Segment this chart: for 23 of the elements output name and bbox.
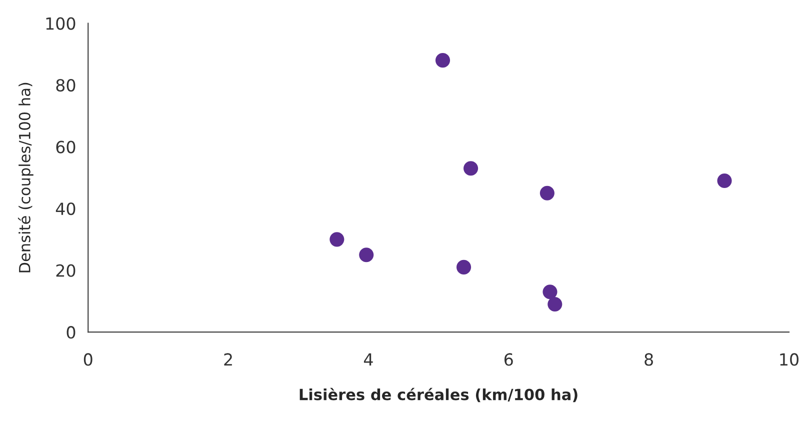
point [435,53,450,68]
x-tick-label: 6 [504,353,513,366]
point [548,296,562,312]
y-tick-label: 20 [56,264,76,277]
x-tick-label: 0 [84,353,92,366]
x-tick-label: 4 [364,353,373,366]
y-tick-label: 80 [56,78,76,92]
y-tick-label: 60 [56,140,76,154]
point [542,284,558,300]
point [717,173,732,188]
y-tick-label: 0 [66,326,76,339]
y-axis-title: Densité (couples/100 ha) [18,82,34,272]
y-tick-label: 100 [46,17,76,30]
point [540,186,554,200]
x-tick-label: 8 [644,353,653,366]
point [456,260,472,274]
x-axis-title: Lisières de céréales (km/100 ha) [300,388,578,402]
point [464,161,478,176]
x-tick-label: 2 [224,353,232,366]
y-tick-label: 40 [56,202,76,216]
point [330,232,344,247]
x-tick-label: 10 [780,353,798,366]
point [359,248,374,262]
